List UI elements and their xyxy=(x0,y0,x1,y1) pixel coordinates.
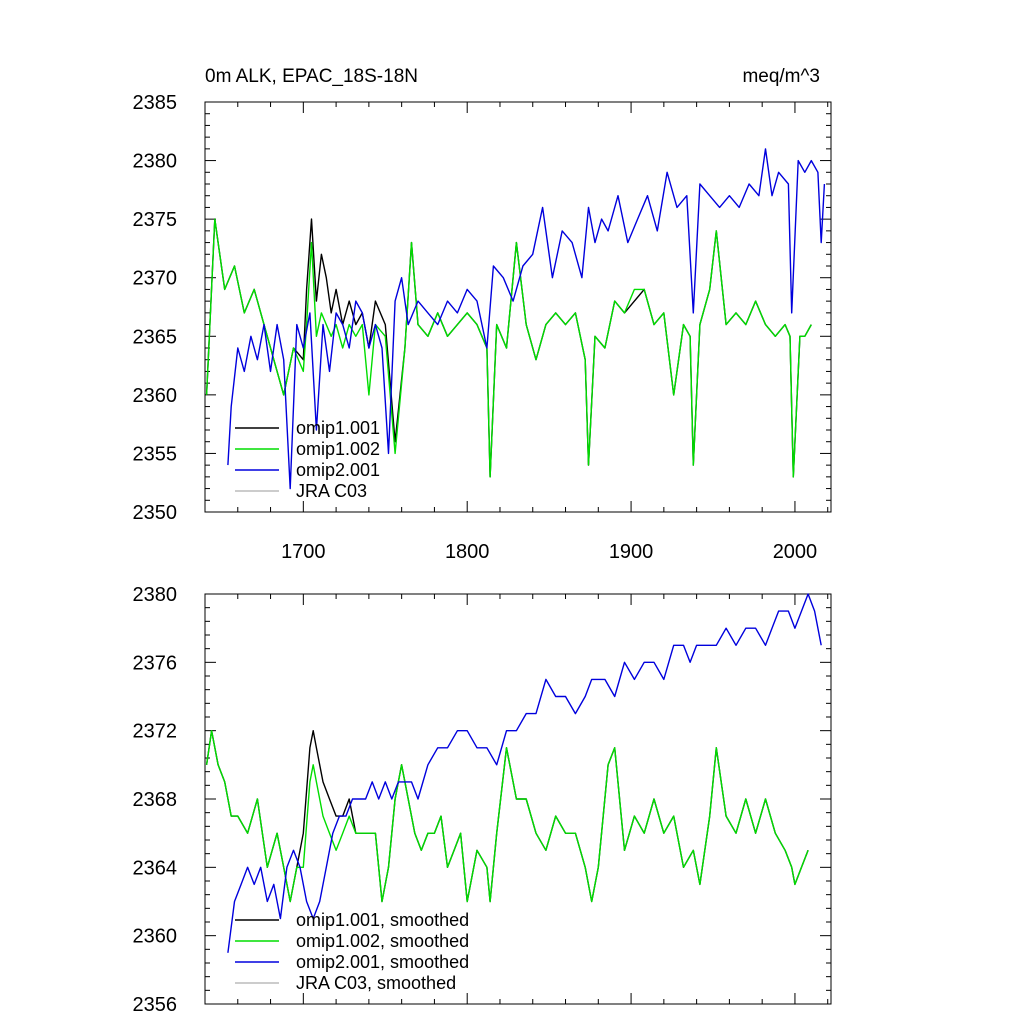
top-title-right: meq/m^3 xyxy=(742,66,820,87)
y-tick-label: 2385 xyxy=(133,92,178,114)
legend-label: omip2.001 xyxy=(296,460,380,480)
x-tick-label: 1700 xyxy=(281,541,326,563)
y-tick-label: 2376 xyxy=(133,652,178,674)
legend-label: omip1.002, smoothed xyxy=(296,931,469,951)
x-tick-label: 2000 xyxy=(773,541,818,563)
legend-label: JRA C03, smoothed xyxy=(296,973,456,993)
bottom-series-group xyxy=(205,593,822,953)
y-tick-label: 2380 xyxy=(133,151,178,173)
series-line-omip1-002-smoothed xyxy=(205,730,809,903)
y-tick-label: 2372 xyxy=(133,721,178,743)
top-series-group xyxy=(205,148,826,490)
x-tick-label: 1800 xyxy=(445,541,490,563)
top-panel: 0m ALK, EPAC_18S-18N meq/m^3 2350 2355 236… xyxy=(133,66,832,563)
legend-label: omip1.002 xyxy=(296,439,380,459)
y-tick-label: 2368 xyxy=(133,789,178,811)
y-tick-label: 2370 xyxy=(133,268,178,290)
y-tick-label: 2360 xyxy=(133,385,178,407)
y-tick-label: 2356 xyxy=(133,994,178,1016)
y-tick-label: 2350 xyxy=(133,502,178,524)
legend-label: omip1.001, smoothed xyxy=(296,910,469,930)
series-line-omip1-002 xyxy=(205,218,812,478)
bottom-axis-ticks: 2356 2360 2364 2368 2372 2376 2380 xyxy=(133,584,831,1016)
series-line-omip2-001-smoothed xyxy=(227,593,822,953)
bottom-panel: 2356 2360 2364 2368 2372 2376 2380 omip1.001, … xyxy=(133,584,832,1016)
x-tick-label: 1900 xyxy=(609,541,654,563)
legend-label: JRA C03 xyxy=(296,481,367,501)
legend-label: omip2.001, smoothed xyxy=(296,952,469,972)
top-axis-ticks: 2350 2355 2360 2365 2370 2375 2380 2385 1700 1800… xyxy=(133,92,831,563)
y-tick-label: 2380 xyxy=(133,584,178,606)
series-line-omip2-001 xyxy=(227,148,826,490)
y-tick-label: 2364 xyxy=(133,857,178,879)
legend-label: omip1.001 xyxy=(296,418,380,438)
y-tick-label: 2375 xyxy=(133,209,178,231)
y-tick-label: 2360 xyxy=(133,926,178,948)
y-tick-label: 2365 xyxy=(133,326,178,348)
top-title-left: 0m ALK, EPAC_18S-18N xyxy=(205,66,418,87)
y-tick-label: 2355 xyxy=(133,443,178,465)
top-plot-frame xyxy=(204,101,832,513)
